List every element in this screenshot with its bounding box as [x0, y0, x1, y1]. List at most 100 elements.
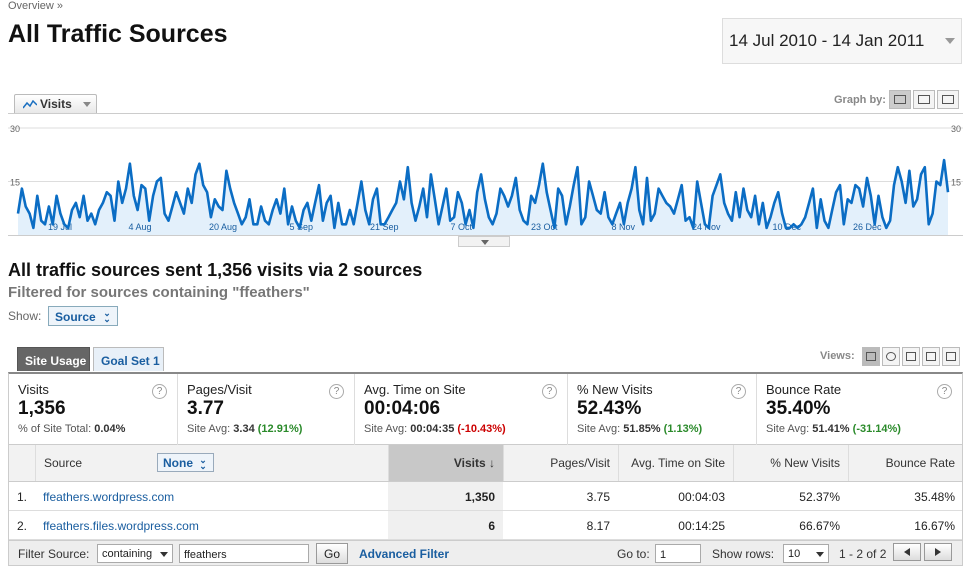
view-comparison-button[interactable]: [922, 347, 940, 366]
row-new-visits: 52.37%: [799, 490, 840, 504]
show-rows-label: Show rows:: [712, 547, 775, 561]
scorecard-label: % New Visits: [577, 382, 653, 397]
view-pivot-button[interactable]: [942, 347, 960, 366]
table-header: Source None ⌄ ⌄ Visits ↓ Pages/Visit Avg.…: [9, 445, 962, 482]
calendar-month-icon: [942, 95, 954, 104]
bar-chart-icon: [906, 352, 916, 361]
secondary-dimension-value: None: [163, 456, 193, 470]
scorecard-sub: Site Avg: 51.41% (-31.14%): [766, 423, 901, 435]
chart-collapse-handle[interactable]: [458, 236, 510, 247]
scorecards: Visits 1,356 % of Site Total: 0.04% ? Pa…: [8, 372, 963, 445]
view-pie-button[interactable]: [882, 347, 900, 366]
y-tick-label: 15: [10, 178, 20, 188]
column-header-bounce-rate[interactable]: Bounce Rate: [848, 445, 963, 481]
x-tick-label: 21 Sep: [370, 222, 399, 232]
x-tick-label: 20 Aug: [209, 222, 237, 232]
view-table-button[interactable]: [862, 347, 880, 366]
graph-by-month-button[interactable]: [937, 90, 959, 109]
help-icon[interactable]: ?: [937, 384, 952, 399]
column-header-pages-visit[interactable]: Pages/Visit: [503, 445, 618, 481]
graph-metric-label: Visits: [40, 97, 72, 111]
row-bounce-rate: 35.48%: [914, 490, 955, 504]
scorecard-sub: Site Avg: 51.85% (1.13%): [577, 423, 703, 435]
help-icon[interactable]: ?: [542, 384, 557, 399]
x-tick-label: 23 Oct: [531, 222, 558, 232]
row-avg-time: 00:04:03: [678, 490, 725, 504]
x-tick-label: 7 Oct: [451, 222, 473, 232]
advanced-filter-link[interactable]: Advanced Filter: [359, 547, 450, 561]
pivot-icon: [946, 352, 956, 361]
row-bounce-rate: 16.67%: [914, 519, 955, 533]
view-performance-button[interactable]: [902, 347, 920, 366]
scorecard-pages-visit: Pages/Visit 3.77 Site Avg: 3.34 (12.91%)…: [178, 374, 355, 445]
help-icon[interactable]: ?: [731, 384, 746, 399]
filter-input[interactable]: [179, 544, 309, 563]
chevron-left-icon: [904, 548, 910, 556]
dimension-select[interactable]: Source ⌄ ⌄: [48, 306, 118, 326]
sort-down-arrow-icon: ↓: [489, 456, 495, 470]
row-visits: 1,350: [388, 482, 503, 510]
goto-label: Go to:: [617, 547, 650, 561]
x-tick-label: 8 Nov: [612, 222, 636, 232]
y-tick-label: 15: [951, 178, 961, 188]
goto-input[interactable]: [655, 544, 701, 563]
calendar-day-icon: [894, 95, 906, 104]
series-area: [18, 160, 948, 235]
x-tick-label: 4 Aug: [129, 222, 152, 232]
double-chevron-down-icon: ⌄ ⌄: [103, 308, 111, 324]
column-header-visits[interactable]: Visits ↓: [388, 445, 503, 481]
prev-page-button[interactable]: [893, 543, 921, 561]
x-tick-label: 5 Sep: [290, 222, 314, 232]
secondary-dimension-select[interactable]: None ⌄ ⌄: [157, 453, 214, 472]
graph-by-day-button[interactable]: [889, 90, 911, 109]
row-pages-visit: 8.17: [586, 519, 610, 533]
scorecard-label: Avg. Time on Site: [364, 382, 466, 397]
show-rows-select[interactable]: 10: [783, 544, 829, 563]
column-header-new-visits[interactable]: % New Visits: [733, 445, 848, 481]
pagination-range: 1 - 2 of 2: [839, 547, 887, 561]
breadcrumb[interactable]: Overview »: [8, 0, 64, 12]
date-range-text: 14 Jul 2010 - 14 Jan 2011: [729, 31, 925, 50]
table-row: 2. ffeathers.files.wordpress.com 6 8.17 …: [9, 511, 962, 540]
y-tick-label: 30: [951, 124, 961, 134]
scorecard-label: Visits: [18, 382, 49, 397]
tab-site-usage[interactable]: Site Usage: [17, 347, 90, 371]
scorecard-value: 00:04:06: [364, 398, 441, 419]
scorecard-value: 52.43%: [577, 398, 642, 419]
row-pages-visit: 3.75: [586, 490, 610, 504]
scorecard-sub: Site Avg: 3.34 (12.91%): [187, 423, 303, 435]
chevron-down-icon: [83, 102, 91, 107]
graph-metric-selector[interactable]: Visits: [14, 94, 97, 113]
scorecard-value: 3.77: [187, 398, 224, 419]
help-icon[interactable]: ?: [329, 384, 344, 399]
scorecard-new-visits: % New Visits 52.43% Site Avg: 51.85% (1.…: [568, 374, 757, 445]
chevron-down-icon: [481, 240, 489, 245]
filter-source-label: Filter Source:: [18, 547, 90, 561]
scorecard-bounce-rate: Bounce Rate 35.40% Site Avg: 51.41% (-31…: [757, 374, 962, 445]
row-source-link[interactable]: ffeathers.files.wordpress.com: [43, 519, 199, 533]
column-header-source[interactable]: Source: [35, 445, 388, 481]
next-page-button[interactable]: [924, 543, 952, 561]
help-icon[interactable]: ?: [152, 384, 167, 399]
page-title: All Traffic Sources: [8, 20, 228, 48]
double-chevron-down-icon: ⌄ ⌄: [199, 455, 207, 471]
filter-mode-select[interactable]: containing: [97, 544, 173, 563]
scorecard-label: Pages/Visit: [187, 382, 252, 397]
row-index: 1.: [17, 490, 28, 504]
column-header-avg-time[interactable]: Avg. Time on Site: [618, 445, 733, 481]
table-row: 1. ffeathers.wordpress.com 1,350 3.75 00…: [9, 482, 962, 511]
graph-by-week-button[interactable]: [913, 90, 935, 109]
pie-chart-icon: [886, 352, 896, 361]
row-source-link[interactable]: ffeathers.wordpress.com: [43, 490, 175, 504]
scorecard-visits: Visits 1,356 % of Site Total: 0.04% ?: [9, 374, 178, 445]
tab-goal-set-1[interactable]: Goal Set 1: [93, 347, 164, 371]
x-tick-label: 26 Dec: [853, 222, 882, 232]
scorecard-sub: Site Avg: 00:04:35 (-10.43%): [364, 423, 506, 435]
date-range-picker[interactable]: 14 Jul 2010 - 14 Jan 2011: [722, 18, 962, 64]
row-index: 2.: [17, 519, 28, 533]
go-button[interactable]: Go: [316, 543, 349, 564]
y-tick-label: 30: [10, 124, 20, 134]
scorecard-value: 1,356: [18, 398, 66, 419]
series-line: [16, 158, 950, 230]
data-table: Source None ⌄ ⌄ Visits ↓ Pages/Visit Avg.…: [8, 445, 963, 540]
